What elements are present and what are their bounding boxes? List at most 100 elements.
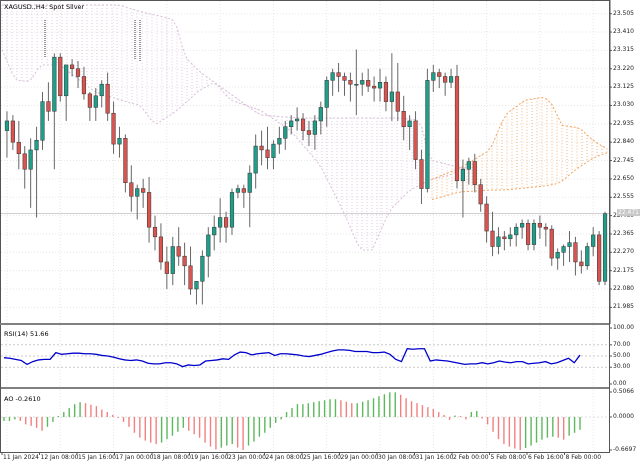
rsi-level-label: 50.00 (613, 352, 631, 359)
time-label: 31 Jan 16:00 (415, 454, 454, 461)
price-label: 22.365 (613, 229, 634, 237)
candle-body (454, 76, 460, 182)
candle-body (531, 223, 537, 245)
candle-body (597, 234, 602, 282)
candle-body (146, 192, 152, 228)
candle-body (537, 223, 542, 228)
time-label: 19 Jan 16:00 (190, 454, 229, 461)
candle-body (283, 126, 288, 139)
candle-body (490, 230, 495, 247)
ao-level-label: -0.6697 (613, 446, 637, 453)
time-label: 11 Jan 2024 (3, 454, 39, 461)
candle-body (591, 234, 596, 247)
candle-body (158, 236, 164, 263)
ichimoku-cloud-bullish (431, 96, 608, 200)
candle-body (87, 93, 92, 108)
candle-body (170, 246, 175, 274)
candle-body (330, 72, 335, 81)
candle-body (58, 56, 63, 97)
candle-body (448, 76, 454, 83)
candle-body (135, 188, 140, 197)
candle-body (70, 64, 75, 70)
time-label: 29 Jan 00:00 (340, 454, 379, 461)
candle-body (555, 252, 560, 259)
candle-body (93, 95, 98, 108)
candle-body (229, 192, 235, 228)
candle-body (300, 118, 306, 131)
candle-body (235, 188, 240, 193)
rsi-level-label: 30.00 (613, 363, 631, 371)
candle-body (460, 168, 466, 182)
candle-body (34, 139, 39, 151)
candle-body (129, 182, 134, 197)
time-label: 8 Feb 00:00 (565, 454, 602, 461)
rsi-level-label: 0.00 (613, 380, 627, 387)
candle-body (188, 265, 193, 290)
price-label: 23.125 (613, 83, 634, 91)
candle-body (372, 85, 377, 89)
time-label: 24 Jan 08:00 (265, 454, 304, 461)
candle-body (324, 80, 329, 108)
candle-body (247, 172, 252, 193)
candle-body (543, 226, 548, 230)
price-label: 22.650 (613, 174, 634, 182)
price-label: 23.410 (613, 28, 634, 36)
time-label: 25 Jan 16:00 (303, 454, 341, 461)
candle-body (484, 203, 489, 232)
time-label: 30 Jan 08:00 (378, 454, 416, 461)
current-price-tag: 22.471 (617, 209, 640, 217)
candle-body (212, 226, 217, 236)
candle-body (443, 76, 448, 83)
time-label: 6 Feb 16:00 (528, 454, 564, 461)
candle-body (111, 112, 116, 145)
ao-level-label: 0.0000 (613, 412, 634, 420)
candle-body (306, 130, 312, 135)
candle-body (425, 80, 430, 189)
candle-body (348, 80, 353, 85)
rsi-level-label: 70.00 (613, 340, 631, 348)
candle-body (395, 91, 400, 112)
time-label: 18 Jan 08:00 (153, 454, 191, 461)
symbol-title: XAGUSD.,H4: Spot Silver (4, 3, 85, 11)
candle-body (164, 261, 169, 274)
candle-body (105, 83, 110, 114)
price-label: 22.745 (613, 156, 634, 164)
candle-body (10, 120, 15, 143)
candle-body (176, 246, 181, 257)
price-label: 22.270 (613, 248, 634, 256)
candle-body (407, 120, 412, 127)
time-label: 15 Jan 16:00 (78, 454, 116, 461)
price-label: 23.030 (613, 101, 634, 109)
candle-body (336, 72, 341, 77)
candle-body (573, 242, 578, 263)
candle-body (466, 161, 471, 170)
candle-body (117, 138, 122, 145)
price-label: 22.080 (613, 285, 634, 293)
candle-body (496, 236, 501, 247)
price-label: 22.840 (613, 138, 634, 146)
candle-body (16, 141, 21, 155)
candle-body (75, 68, 81, 77)
candle-body (579, 261, 584, 267)
main-pane-frame (0, 0, 611, 324)
candle-body (277, 138, 282, 145)
candle-body (520, 223, 525, 228)
ao-level-label: 0.5066 (613, 388, 634, 395)
candle-body (602, 213, 608, 282)
candle-body (431, 72, 436, 81)
time-label: 2 Feb 00:00 (453, 454, 489, 461)
candle-body (366, 80, 371, 87)
price-label: 23.315 (613, 46, 634, 54)
candle-body (289, 120, 294, 127)
candle-body (200, 255, 205, 282)
candle-body (419, 159, 424, 189)
ao-pane-title: AO -0.2610 (4, 395, 41, 403)
rsi-line (3, 348, 581, 368)
candle-body (141, 188, 146, 193)
candle-body (354, 83, 359, 86)
candle-body (81, 76, 87, 95)
candle-body (312, 120, 317, 135)
candle-body (383, 82, 389, 102)
